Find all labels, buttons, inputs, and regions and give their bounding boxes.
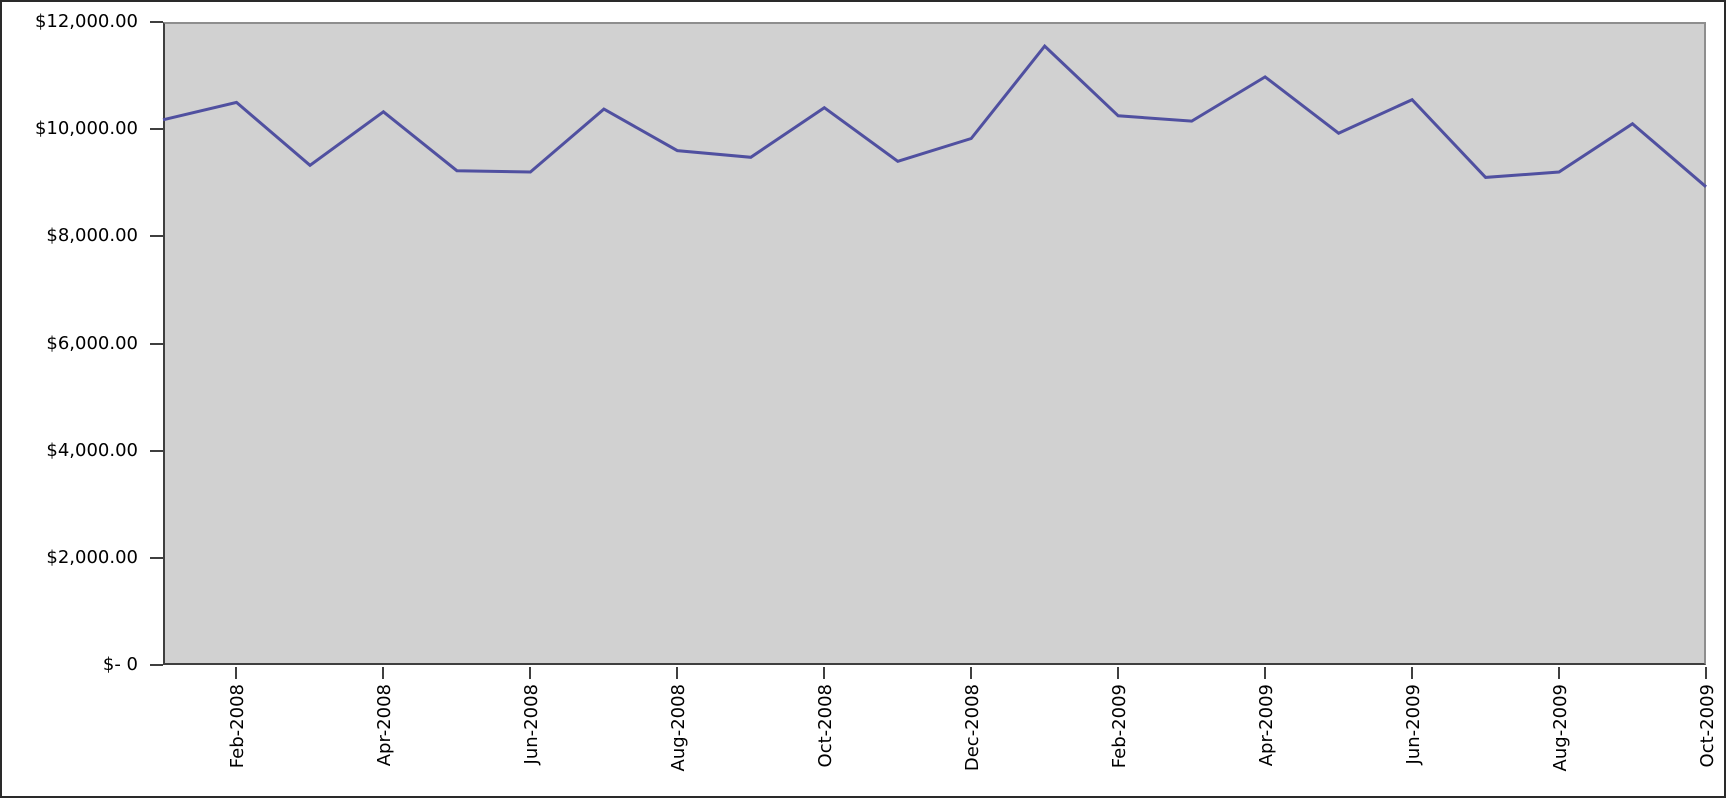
x-axis-tick — [1705, 667, 1707, 679]
y-axis-tick-label: $12,000.00 — [34, 11, 138, 32]
y-axis-tick — [150, 449, 163, 452]
x-axis-tick-label: Apr-2009 — [1256, 684, 1278, 767]
x-axis-tick — [1117, 667, 1120, 679]
y-axis-tick — [150, 342, 163, 345]
x-axis-tick-label: Dec-2008 — [962, 684, 984, 772]
y-axis-tick-label: $4,000.00 — [46, 439, 138, 461]
x-axis-tick — [529, 667, 532, 679]
y-axis-tick — [150, 664, 163, 666]
y-axis-tick — [150, 128, 163, 131]
x-axis-tick — [235, 667, 238, 679]
y-axis-tick-label: $2,000.00 — [46, 546, 138, 568]
y-axis-tick — [150, 556, 163, 559]
x-axis-tick-label: Apr-2008 — [374, 684, 396, 767]
x-axis-tick-label: Oct-2009 — [1697, 684, 1718, 768]
x-axis-tick — [1264, 667, 1267, 679]
y-axis-tick-label: $10,000.00 — [34, 118, 138, 140]
y-axis-tick — [150, 21, 163, 23]
series-polyline — [162, 43, 1707, 188]
x-axis-tick — [382, 667, 385, 679]
y-axis-tick-label: $- 0 — [102, 654, 138, 675]
x-axis-tick-label: Jun-2009 — [1403, 684, 1425, 765]
x-axis-tick-label: Aug-2009 — [1550, 684, 1572, 772]
x-axis-tick-label: Jun-2008 — [521, 684, 543, 765]
x-axis-tick — [676, 667, 679, 679]
x-axis-tick — [970, 667, 973, 679]
x-axis-tick — [823, 667, 826, 679]
y-axis-tick-label: $8,000.00 — [46, 225, 138, 247]
x-axis-tick — [1558, 667, 1561, 679]
x-axis-tick-label: Aug-2008 — [668, 684, 690, 772]
x-axis-tick-label: Oct-2008 — [815, 684, 837, 768]
y-axis-tick-label: $6,000.00 — [46, 332, 138, 354]
data-series-line — [162, 43, 1707, 188]
y-axis-tick — [150, 235, 163, 238]
x-axis-tick-label: Feb-2009 — [1109, 684, 1131, 769]
x-axis-tick-label: Feb-2008 — [227, 684, 249, 769]
x-axis-tick — [1411, 667, 1414, 679]
plot-area — [163, 22, 1706, 665]
